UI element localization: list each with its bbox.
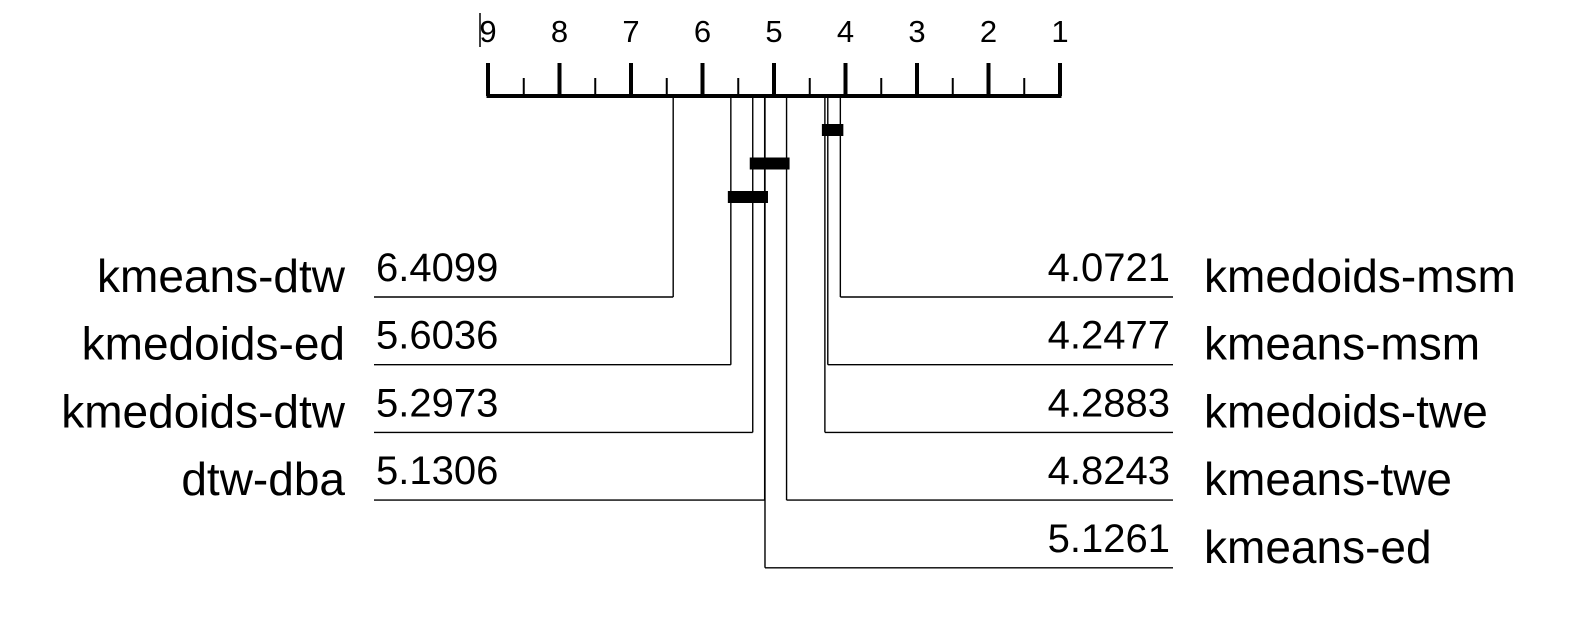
left-method-name: kmedoids-ed	[82, 318, 345, 370]
axis-tick-label: 7	[622, 14, 639, 49]
left-method-rank: 5.2973	[376, 381, 498, 425]
right-method-name: kmeans-ed	[1204, 521, 1432, 573]
left-method-rank: 5.6036	[376, 314, 498, 358]
clique-bar	[727, 191, 768, 203]
left-method-name: kmedoids-dtw	[61, 385, 346, 437]
axis-tick-label: 8	[551, 14, 568, 49]
right-method-name: kmeans-msm	[1204, 318, 1480, 370]
right-method-rank: 4.2477	[1048, 314, 1170, 358]
right-method-rank: 4.0721	[1048, 246, 1170, 290]
right-method-name: kmedoids-twe	[1204, 385, 1488, 437]
axis-tick-label: 1	[1051, 14, 1068, 49]
left-methods: kmeans-dtw 6.4099 kmedoids-ed 5.6036 kmedoid…	[61, 96, 766, 505]
axis-tick-label: 5	[765, 14, 782, 49]
right-method-rank: 4.8243	[1048, 449, 1170, 493]
axis-tick-label: 4	[837, 14, 854, 49]
right-method-name: kmeans-twe	[1204, 453, 1452, 505]
axis-tick-label: 9	[479, 14, 496, 49]
rank-axis: 9 8 7 6 5 4 3 2 1	[479, 13, 1069, 98]
axis-tick-label: 6	[694, 14, 711, 49]
clique-bar	[749, 157, 790, 170]
right-method-name: kmedoids-msm	[1204, 250, 1516, 302]
right-method-rank: 5.1261	[1048, 517, 1170, 561]
left-method-rank: 5.1306	[376, 449, 498, 493]
left-method-name: kmeans-dtw	[97, 250, 346, 302]
left-method-rank: 6.4099	[376, 246, 498, 290]
left-method-name: dtw-dba	[181, 453, 345, 505]
clique-bars	[727, 124, 844, 203]
axis-tick-label: 2	[980, 14, 997, 49]
right-methods: kmedoids-msm 4.0721 kmeans-msm 4.2477 kmedoi…	[764, 96, 1516, 573]
right-method-rank: 4.2883	[1048, 381, 1170, 425]
axis-tick-label: 3	[908, 14, 925, 49]
